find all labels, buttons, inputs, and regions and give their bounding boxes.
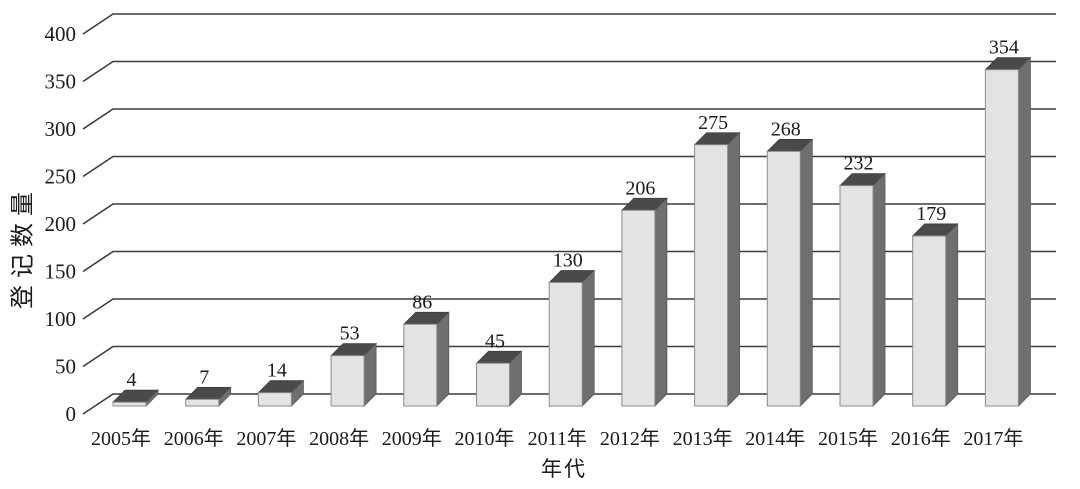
bar-side-face — [799, 138, 813, 407]
bar-value-label: 275 — [698, 112, 728, 134]
bar-group: 4 — [112, 369, 159, 407]
bar-group: 130 — [548, 250, 596, 407]
x-axis-tick-label: 2015年 — [818, 427, 878, 450]
x-axis-tick-label: 2017年 — [963, 427, 1023, 450]
gridline — [82, 393, 1056, 415]
bar-value-label: 354 — [989, 37, 1019, 59]
x-axis-tick-label: 2007年 — [236, 427, 296, 450]
bar-value-label: 4 — [127, 369, 137, 391]
x-axis-tick-label: 2005年 — [91, 427, 151, 450]
x-axis-tick-label: 2012年 — [600, 427, 660, 450]
gridline — [82, 203, 1056, 225]
bar-value-label: 86 — [412, 291, 432, 313]
bar-group: 206 — [620, 177, 668, 407]
y-axis-tick-label: 200 — [45, 212, 77, 236]
x-axis-tick-label: 2006年 — [164, 427, 224, 450]
x-axis-title: 年代 — [541, 457, 587, 481]
gridline — [82, 108, 1056, 130]
bar-front-face — [621, 209, 656, 407]
y-axis-title: 登记数量 — [10, 185, 37, 309]
gridlines-group: 0 50 100 150 200 250 300 350 400 — [45, 13, 1056, 426]
bar-front-face — [912, 235, 947, 407]
bar-value-label: 45 — [485, 330, 505, 352]
bar-front-face — [112, 401, 147, 407]
x-axis-tick-label: 2013年 — [673, 427, 733, 450]
gridline — [82, 298, 1056, 320]
x-axis-tick-label: 2008年 — [309, 427, 369, 450]
bar-group: 53 — [330, 323, 378, 407]
bar-value-label: 14 — [267, 360, 287, 382]
bar-group: 275 — [693, 112, 741, 407]
bar-side-face — [654, 197, 668, 407]
bar-side-face — [872, 172, 886, 407]
bar-front-face — [476, 362, 510, 407]
y-axis-tick-label: 250 — [45, 165, 77, 189]
x-axis-tick-label: 2009年 — [382, 427, 442, 450]
bar-value-label: 130 — [553, 250, 583, 272]
gridline — [82, 250, 1056, 273]
y-axis-tick-label: 0 — [66, 402, 77, 426]
y-axis-tick-label: 400 — [45, 22, 77, 46]
bar-group: 14 — [257, 360, 305, 407]
bar-value-label: 53 — [340, 323, 360, 345]
bar-group: 179 — [911, 203, 959, 407]
bar-front-face — [839, 185, 874, 407]
gridline — [82, 155, 1056, 178]
bar-group: 354 — [984, 37, 1032, 407]
x-axis-tick-label: 2010年 — [455, 427, 515, 450]
y-axis-tick-label: 100 — [45, 307, 77, 331]
bar-side-face — [727, 131, 740, 407]
bar-front-face — [694, 144, 729, 407]
bar-group: 268 — [766, 118, 814, 407]
bar-value-label: 268 — [771, 118, 801, 140]
gridline — [82, 345, 1056, 368]
bar-value-label: 232 — [844, 153, 874, 175]
bar-front-face — [257, 392, 292, 407]
bar-value-label: 7 — [199, 366, 209, 388]
bar-group: 86 — [402, 291, 450, 407]
bar-value-label: 179 — [916, 203, 946, 225]
gridline — [82, 60, 1056, 83]
bar-front-face — [403, 323, 438, 407]
x-axis-tick-label: 2014年 — [745, 427, 805, 450]
bars-group: 4 7 14 53 86 45 130 206 275 268 232 179 354 — [112, 37, 1032, 407]
y-axis-tick-label: 300 — [45, 117, 77, 141]
bar-side-face — [945, 222, 959, 407]
y-axis-tick-label: 350 — [45, 70, 77, 94]
bar-side-face — [1018, 56, 1031, 407]
bar-front-face — [330, 355, 365, 407]
y-axis-tick-label: 50 — [55, 355, 76, 379]
y-axis-tick-label: 150 — [45, 260, 77, 284]
x-axis-tick-label: 2016年 — [891, 427, 951, 450]
bar-side-face — [436, 311, 450, 407]
bar-front-face — [766, 150, 801, 407]
bar-front-face — [185, 398, 220, 407]
bar-front-face — [984, 69, 1019, 407]
gridline — [82, 13, 1056, 35]
bar-group: 7 — [184, 366, 232, 407]
bar-side-face — [581, 269, 595, 407]
x-axis-tick-label: 2011年 — [528, 427, 587, 450]
bar-group: 45 — [475, 330, 523, 407]
bar-front-face — [548, 282, 583, 407]
bar-group: 232 — [839, 153, 886, 407]
bar-value-label: 206 — [625, 177, 655, 199]
